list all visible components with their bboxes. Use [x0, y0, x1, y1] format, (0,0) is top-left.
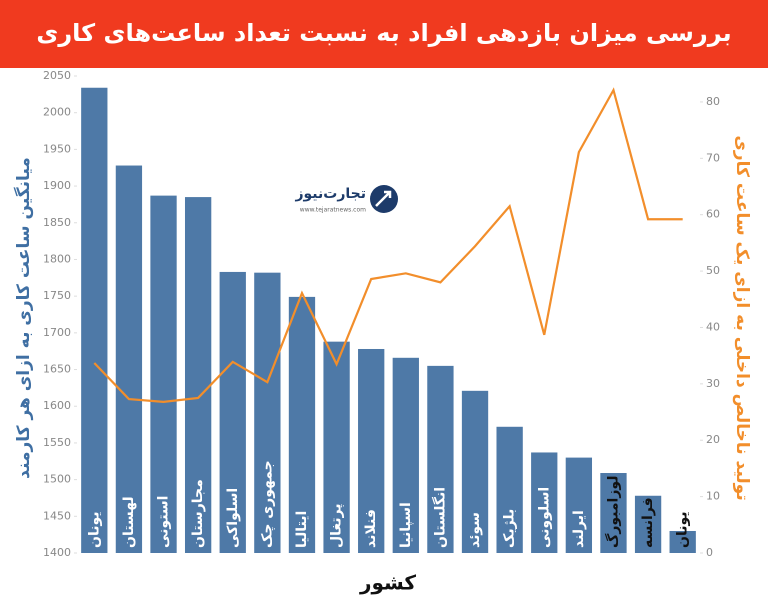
x-tick-label: بلژیک [502, 509, 518, 548]
y2-tick-label: 60 [706, 208, 720, 221]
x-tick-label: مجارستان [190, 479, 206, 548]
bar [254, 272, 281, 553]
bar [427, 365, 454, 553]
y-tick-label: 1650 [43, 363, 71, 376]
y-tick-label: 1800 [43, 252, 71, 265]
y-tick-label: 1900 [43, 179, 71, 192]
bar [496, 426, 523, 553]
bar [392, 357, 419, 553]
y2-tick-label: 0 [706, 546, 713, 559]
bar [565, 457, 593, 553]
logo-url: www.tejaratnews.com [300, 207, 366, 214]
chart-title: بررسی میزان بازدهی افراد به نسبت تعداد س… [36, 19, 731, 47]
x-tick-label: لوزامبورگ [604, 476, 621, 548]
bar [531, 452, 558, 553]
x-tick-label: ایتالیا [294, 511, 310, 548]
y-tick-label: 1750 [43, 289, 71, 302]
y-tick-label: 1400 [43, 546, 71, 559]
y-tick-label: 1700 [43, 326, 71, 339]
x-tick-label: استونی [156, 496, 172, 548]
bar [150, 195, 177, 553]
bar [323, 341, 350, 553]
x-tick-label: یونان [86, 512, 102, 549]
y2-tick-label: 30 [706, 377, 720, 390]
x-tick-label: جمهوری چک [259, 460, 275, 548]
y-tick-label: 1850 [43, 216, 71, 229]
y-tick-label: 1550 [43, 436, 71, 449]
title-banner [0, 0, 768, 68]
x-tick-label: فنلاند [363, 509, 379, 548]
x-axis-title: کشور [359, 571, 416, 595]
x-tick-label: سوئد [467, 512, 483, 548]
y2-tick-label: 40 [706, 320, 720, 333]
bar [184, 197, 212, 554]
x-tick-label: اسپانیا [398, 502, 414, 548]
x-tick-label: اسلوونی [536, 487, 552, 548]
y-tick-label: 2050 [43, 69, 71, 82]
bar [358, 348, 385, 553]
bar [600, 473, 627, 553]
y2-tick-label: 10 [706, 490, 720, 503]
y2-tick-label: 80 [706, 95, 720, 108]
bar [219, 271, 246, 553]
y-tick-label: 1450 [43, 509, 71, 522]
y-tick-label: 1950 [43, 142, 71, 155]
logo-name: تجارت‌نیوز [294, 186, 366, 202]
bar [288, 296, 316, 553]
line [93, 87, 683, 403]
x-tick-label: لهستان [121, 496, 137, 548]
y2-axis-title: تولید ناخالص داخلی به ازای یک ساعت کاری [732, 135, 752, 500]
y-tick-label: 1500 [43, 473, 71, 486]
bar [115, 165, 143, 553]
bar [634, 495, 662, 553]
logo: تجارت‌نیوز www.tejaratnews.com [294, 185, 398, 214]
y2-tick-label: 50 [706, 264, 720, 277]
x-tick-label: یونان [675, 512, 691, 549]
y2-tick-label: 70 [706, 151, 720, 164]
y-tick-label: 1600 [43, 399, 71, 412]
x-tick-label: اسلواکی [225, 488, 241, 548]
y-tick-label: 2000 [43, 106, 71, 119]
bar [461, 390, 489, 553]
y2-tick-label: 20 [706, 433, 720, 446]
logo-arrow [375, 190, 392, 207]
y-axis-title: میانگین ساعت کاری به ازای هر کارمند [13, 157, 34, 479]
x-tick-label: فرانسه [640, 497, 656, 548]
bar [81, 87, 108, 553]
x-tick-label: پرتغال [329, 503, 345, 548]
bar [669, 530, 696, 553]
x-tick-label: ایرلند [571, 510, 587, 548]
x-tick-label: انگلستان [431, 487, 448, 548]
